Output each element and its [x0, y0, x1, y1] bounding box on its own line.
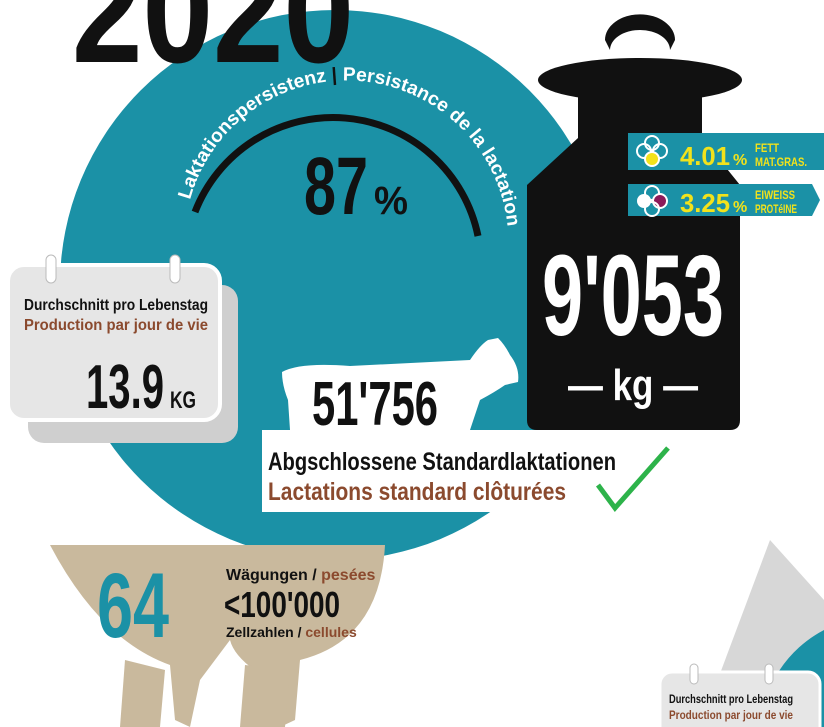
- teat: [240, 665, 290, 727]
- calendar-value: 13.9: [86, 353, 164, 422]
- ring: [170, 255, 180, 283]
- separator: /: [312, 567, 317, 584]
- calendar-unit: KG: [170, 387, 196, 414]
- cells-de: Zellzahlen: [226, 624, 294, 640]
- fat-value: 4.01: [680, 141, 730, 171]
- weighings: Wägungen / pesées: [226, 567, 375, 584]
- persistence-value: 87: [304, 141, 368, 232]
- fat-label-fr: MAT.GRAS.: [755, 155, 807, 169]
- ring: [690, 664, 698, 684]
- protein-label-de: EIWEISS: [755, 188, 795, 202]
- infographic: 2020 Laktationspersistenz | Persistance …: [0, 0, 824, 727]
- calendar-label-fr: Production par jour de vie: [24, 317, 208, 334]
- next-label-fr: Production par jour de vie: [669, 708, 793, 722]
- calendar-label-de: Durchschnitt pro Lebenstag: [24, 297, 208, 314]
- weighings-de: Wägungen: [226, 567, 308, 584]
- lactation-value: 51'756: [312, 370, 438, 439]
- teat: [120, 660, 165, 727]
- protein-unit: %: [733, 199, 747, 216]
- protein-label-fr: PROTéINE: [755, 202, 797, 216]
- cells-fr: cellules: [305, 624, 357, 640]
- ring: [765, 664, 773, 684]
- fat-label-de: FETT: [755, 141, 780, 155]
- cells-value: <100'000: [224, 584, 340, 625]
- next-label-de: Durchschnitt pro Lebenstag: [669, 692, 793, 706]
- ring: [46, 255, 56, 283]
- total-value: 9'053: [542, 232, 724, 360]
- lactation-label-fr: Lactations standard clôturées: [268, 478, 566, 506]
- separator: /: [298, 624, 302, 640]
- fat-unit: %: [733, 152, 747, 169]
- total-unit: — kg —: [568, 361, 698, 410]
- protein-value: 3.25: [680, 188, 730, 218]
- udder-value: 64: [97, 555, 169, 657]
- cells: Zellzahlen / cellules: [226, 624, 357, 640]
- persistence-unit: %: [374, 179, 408, 223]
- lactation-label-de: Abgschlossene Standardlaktationen: [268, 448, 616, 476]
- weighings-fr: pesées: [321, 567, 375, 584]
